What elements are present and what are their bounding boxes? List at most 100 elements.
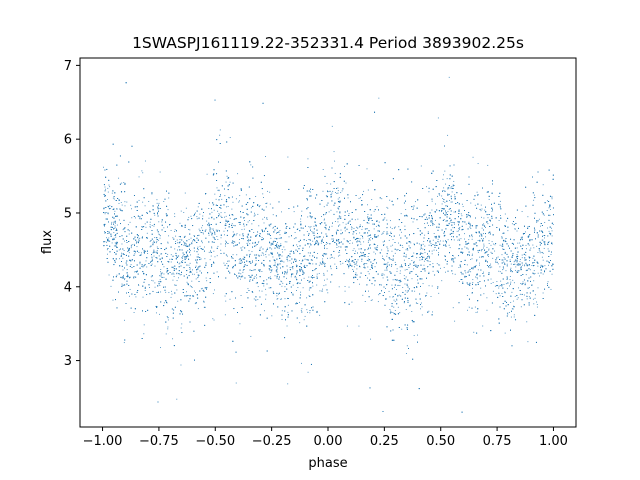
data-point [167,253,169,255]
data-point [114,226,116,228]
data-point [292,268,294,270]
data-point [309,287,311,289]
data-point [520,267,522,269]
data-point [129,288,131,290]
data-point [518,270,520,272]
data-point [174,216,176,218]
data-point [297,287,299,288]
data-point [265,298,267,300]
data-point [256,234,258,236]
data-point [460,238,462,240]
data-point [208,217,210,219]
data-point [317,237,319,239]
data-point [537,252,539,253]
data-point [403,302,405,304]
data-point [244,220,246,221]
data-point [338,286,340,288]
data-point [404,278,406,280]
data-point [258,254,260,256]
data-point [458,281,460,282]
data-point [431,221,433,223]
data-point [302,287,304,289]
data-point [349,240,351,241]
data-point [483,223,485,225]
data-point [255,196,257,197]
data-point [158,221,160,223]
data-point [323,236,324,238]
data-point [377,236,379,238]
data-point [546,210,548,211]
data-point [491,210,493,212]
data-point [513,305,514,307]
data-point [181,323,183,325]
data-point [103,212,105,214]
data-point [284,298,286,300]
data-point [536,306,538,308]
data-point [390,259,392,261]
data-point [550,288,552,290]
data-point [437,288,439,289]
data-point [496,261,498,263]
data-point [262,239,264,241]
data-point [325,254,327,256]
data-point [183,241,184,243]
data-point [391,311,392,313]
data-point [420,302,422,304]
data-point [453,223,455,225]
data-point [499,295,501,297]
data-point [367,249,369,250]
data-point [295,277,297,279]
data-point [158,202,160,204]
data-point [422,248,424,250]
data-point [405,290,407,292]
data-point [295,259,297,261]
data-point [159,237,161,239]
data-point [184,244,186,246]
data-point [426,292,428,294]
data-point [480,238,482,240]
data-point [150,226,151,228]
data-point [427,231,429,233]
data-point [517,297,519,299]
data-point [346,259,348,261]
data-point [235,198,237,200]
data-point [526,298,528,300]
data-point [225,222,227,224]
data-point [213,250,215,252]
data-point [159,313,160,315]
data-point [198,276,199,278]
data-point [362,237,364,239]
data-point [178,277,179,279]
data-point [486,309,488,311]
data-point [289,260,291,262]
data-point [431,209,433,211]
data-point [301,308,303,310]
data-point [324,263,326,265]
data-point [304,244,306,246]
data-point [184,243,186,245]
data-point [187,255,189,257]
data-point [206,280,208,282]
data-point [276,295,278,297]
data-point [195,278,197,280]
data-point [509,285,510,287]
data-point [220,212,222,214]
data-point [399,272,401,274]
data-point [196,216,198,218]
data-point [466,216,468,218]
data-point [280,298,282,300]
data-point [307,158,309,160]
data-point [504,213,506,215]
data-point [307,371,309,373]
data-point [104,186,106,188]
data-point [136,271,138,273]
data-point [312,240,314,242]
data-point [367,189,369,191]
data-point [339,254,341,256]
data-point [266,219,268,220]
data-point [325,213,327,215]
data-point [413,260,415,262]
data-point [483,293,485,295]
data-point [352,242,353,244]
